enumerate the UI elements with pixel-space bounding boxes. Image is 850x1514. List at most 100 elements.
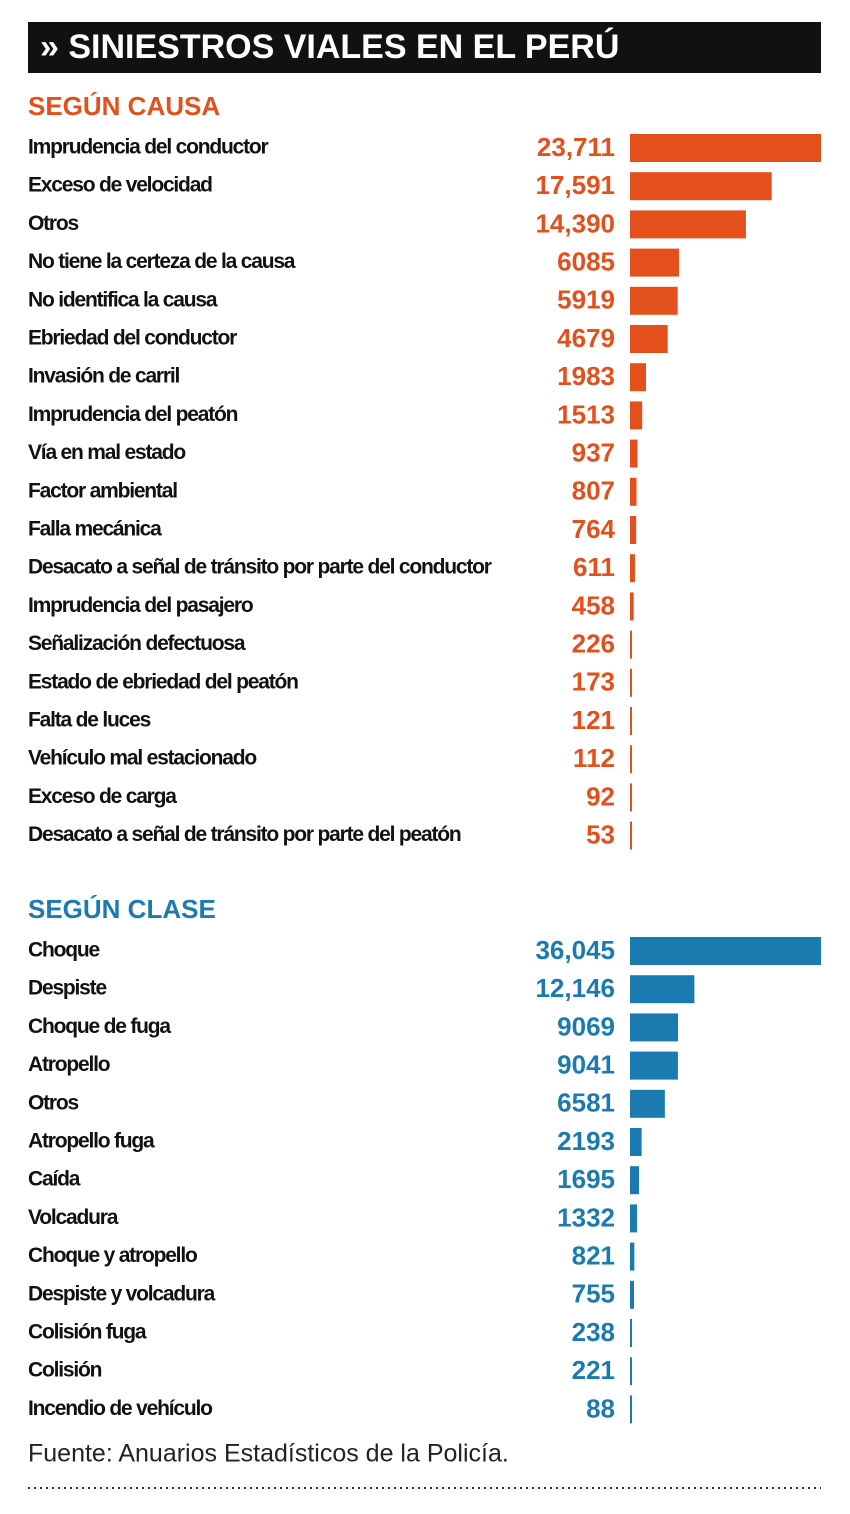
value-label: 9041 — [557, 1049, 615, 1079]
category-label: Exceso de carga — [28, 785, 177, 808]
value-label: 807 — [572, 476, 615, 506]
value-label: 112 — [573, 743, 615, 773]
category-label: Colisión — [28, 1359, 102, 1382]
value-label: 173 — [572, 667, 615, 697]
bar — [630, 1395, 632, 1424]
bar — [630, 325, 668, 353]
value-label: 764 — [572, 514, 616, 544]
bar — [630, 1013, 679, 1042]
category-label: Estado de ebriedad del peatón — [28, 670, 298, 693]
category-label: Vía en mal estado — [28, 441, 185, 464]
category-label: Imprudencia del peatón — [28, 403, 238, 426]
bar — [630, 1357, 632, 1386]
value-label: 92 — [586, 781, 615, 811]
category-label: No tiene la certeza de la causa — [28, 250, 296, 273]
title-band — [28, 22, 821, 73]
bar — [630, 210, 746, 239]
bar — [630, 477, 637, 506]
category-label: Vehículo mal estacionado — [28, 747, 256, 770]
value-label: 17,591 — [535, 170, 615, 200]
value-label: 458 — [572, 590, 615, 620]
value-label: 23,711 — [537, 132, 615, 162]
bar — [630, 1051, 678, 1080]
category-label: Despiste — [28, 977, 106, 1000]
bar — [630, 745, 632, 774]
bar — [630, 821, 632, 850]
value-label: 5919 — [557, 285, 615, 315]
bar — [630, 975, 695, 1004]
category-label: Colisión fuga — [28, 1321, 147, 1344]
category-label: Ebriedad del conductor — [28, 327, 237, 350]
value-label: 221 — [572, 1355, 615, 1385]
bar — [630, 1242, 635, 1271]
category-label: Caída — [28, 1168, 81, 1191]
bar — [630, 668, 632, 697]
category-label: Falta de luces — [28, 709, 151, 732]
category-label: Atropello — [28, 1053, 110, 1076]
value-label: 2193 — [557, 1126, 615, 1156]
category-label: Exceso de velocidad — [28, 174, 212, 197]
section-title: SEGÚN CLASE — [28, 894, 216, 924]
category-label: Incendio de vehículo — [28, 1397, 212, 1420]
bar — [630, 1280, 635, 1309]
value-label: 36,045 — [535, 935, 615, 965]
bar — [630, 592, 634, 621]
category-label: Choque de fuga — [28, 1015, 171, 1038]
bar — [630, 630, 632, 659]
value-label: 1695 — [557, 1164, 615, 1194]
value-label: 53 — [586, 819, 615, 849]
value-label: 755 — [572, 1279, 615, 1309]
section-title: SEGÚN CAUSA — [28, 91, 220, 121]
value-label: 226 — [572, 628, 615, 658]
source: Fuente: Anuarios Estadísticos de la Poli… — [28, 1440, 509, 1468]
category-label: Imprudencia del conductor — [28, 136, 269, 159]
bar — [630, 134, 821, 162]
bar — [630, 248, 680, 277]
bar — [630, 1166, 639, 1195]
page-title: » SINIESTROS VIALES EN EL PERÚ — [40, 28, 619, 66]
value-label: 4679 — [557, 323, 615, 353]
category-label: Otros — [28, 212, 79, 235]
value-label: 937 — [572, 437, 615, 467]
bar — [630, 401, 643, 430]
category-label: Desacato a señal de tránsito por parte d… — [28, 556, 492, 579]
bar — [630, 439, 638, 468]
category-label: Señalización defectuosa — [28, 632, 246, 655]
value-label: 12,146 — [535, 973, 615, 1003]
category-label: Choque y atropello — [28, 1244, 197, 1267]
value-label: 1513 — [557, 399, 615, 429]
category-label: Choque — [28, 939, 99, 962]
bar — [630, 1128, 642, 1156]
category-label: Atropello fuga — [28, 1130, 155, 1153]
value-label: 1983 — [557, 361, 615, 391]
bar — [630, 1204, 638, 1233]
value-label: 9069 — [557, 1011, 615, 1041]
category-label: No identifica la causa — [28, 288, 218, 311]
value-label: 88 — [586, 1393, 615, 1423]
bar — [630, 707, 632, 735]
bar — [630, 937, 821, 965]
category-label: Invasión de carril — [28, 365, 180, 388]
value-label: 238 — [572, 1317, 615, 1347]
category-label: Despiste y volcadura — [28, 1282, 216, 1305]
value-label: 6085 — [557, 246, 615, 276]
value-label: 611 — [573, 552, 615, 582]
bar — [630, 516, 637, 544]
bar — [630, 1319, 632, 1347]
bar — [630, 554, 635, 583]
category-label: Otros — [28, 1091, 79, 1114]
bar — [630, 783, 632, 812]
value-label: 6581 — [557, 1088, 615, 1118]
value-label: 14,390 — [535, 208, 615, 238]
bar — [630, 1089, 665, 1118]
category-label: Desacato a señal de tránsito por parte d… — [28, 823, 461, 846]
bar — [630, 286, 678, 315]
bar — [630, 172, 772, 201]
category-label: Factor ambiental — [28, 479, 177, 502]
category-label: Volcadura — [28, 1206, 119, 1229]
value-label: 821 — [572, 1240, 615, 1270]
category-label: Falla mecánica — [28, 518, 162, 541]
value-label: 121 — [572, 705, 615, 735]
bar — [630, 363, 646, 392]
